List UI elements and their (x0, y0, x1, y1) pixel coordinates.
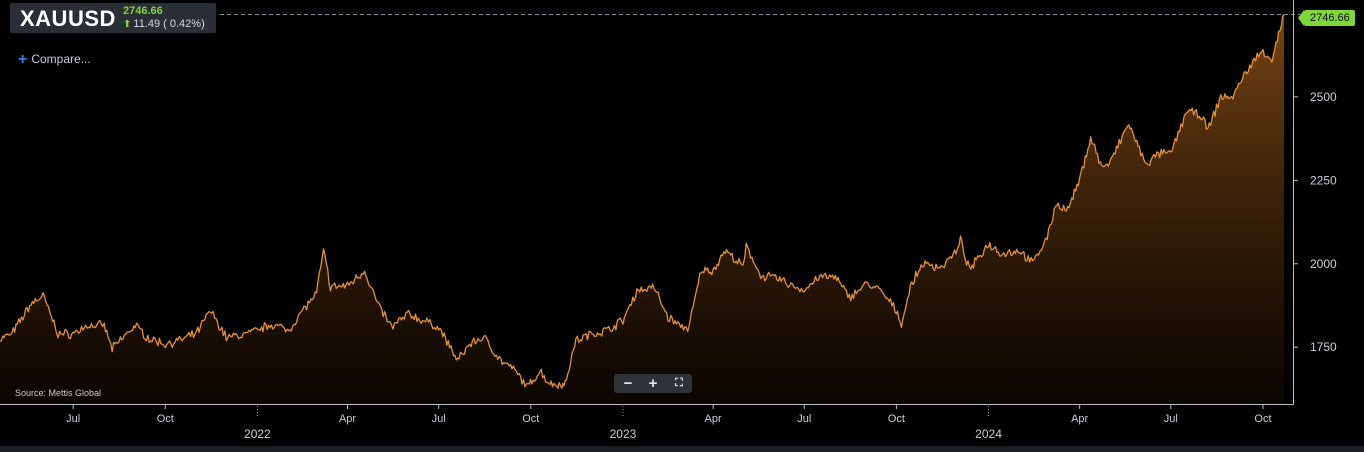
plus-icon: + (18, 51, 28, 68)
last-price-badge: 2746.66 (1298, 10, 1355, 26)
zoom-out-button[interactable]: − (623, 375, 633, 392)
x-tick-label: Oct (522, 413, 539, 425)
price-line (0, 14, 1285, 390)
compare-button[interactable]: + Compare... (18, 51, 91, 68)
x-tick-label: Oct (1254, 413, 1271, 425)
up-arrow-icon: ⬆ (123, 19, 132, 30)
x-tick-label: Jul (66, 413, 80, 425)
x-year-label: 2024 (975, 427, 1002, 441)
y-tick-label: 2000 (1310, 257, 1337, 271)
price-area (0, 14, 1284, 404)
x-year-label: 2023 (610, 427, 637, 441)
x-tick-label: Apr (339, 413, 356, 425)
y-tick-label: 2250 (1310, 173, 1337, 187)
ticker-header: XAUUSD 2746.66 ⬆ 11.49 ( 0.42%) (10, 3, 216, 33)
y-tick-label: 1750 (1310, 340, 1337, 354)
y-tick-label: 2500 (1310, 90, 1337, 104)
zoom-controls: − + ⛶ (614, 374, 692, 393)
ticker-price: 2746.66 (123, 5, 163, 17)
ticker-change: ⬆ 11.49 ( 0.42%) (123, 18, 205, 31)
zoom-in-button[interactable]: + (648, 375, 658, 392)
x-tick-label: Jul (1164, 413, 1178, 425)
x-tick-label: Jul (797, 413, 811, 425)
x-tick-label: Apr (1071, 413, 1088, 425)
bottom-strip (0, 446, 1364, 452)
x-year-label: 2022 (244, 427, 271, 441)
x-tick-label: Apr (705, 413, 722, 425)
ticker-symbol: XAUUSD (20, 6, 116, 31)
compare-label: Compare... (31, 52, 91, 66)
fullscreen-icon[interactable]: ⛶ (675, 377, 683, 389)
ticker-change-value: 11.49 ( 0.42%) (133, 18, 205, 30)
source-text: Source: Mettis Global (15, 388, 102, 398)
x-tick-label: Oct (888, 413, 905, 425)
x-tick-label: Oct (157, 413, 174, 425)
x-tick-label: Jul (432, 413, 446, 425)
